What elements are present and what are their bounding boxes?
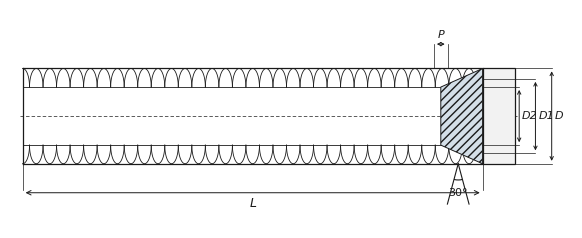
Polygon shape: [441, 69, 482, 164]
Bar: [482, 69, 514, 164]
Text: 30°: 30°: [449, 188, 468, 198]
Text: D1: D1: [538, 111, 554, 121]
Text: D: D: [555, 111, 563, 121]
Text: P: P: [438, 30, 444, 40]
Text: L: L: [249, 197, 256, 210]
Text: D2: D2: [522, 111, 538, 121]
